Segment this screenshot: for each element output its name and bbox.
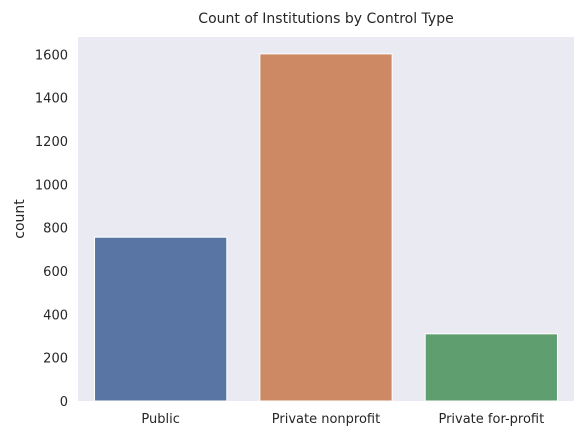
y-tick-label: 1600 — [35, 48, 68, 63]
y-tick-label: 400 — [43, 308, 68, 323]
bar-public — [94, 236, 228, 402]
bar-private-for-profit — [424, 333, 558, 402]
y-axis-label: count — [12, 199, 28, 239]
x-ticks-group: Public Private nonprofit Private for-profi… — [141, 412, 544, 427]
bar-private-nonprofit — [259, 53, 393, 402]
y-tick-label: 200 — [43, 352, 68, 367]
y-tick-label: 600 — [43, 265, 68, 280]
x-tick-label: Public — [141, 412, 179, 427]
y-tick-label: 1400 — [35, 92, 68, 107]
x-tick-label: Private for-profit — [438, 412, 544, 427]
chart-title: Count of Institutions by Control Type — [198, 11, 453, 27]
y-ticks-group: 0 200 400 600 800 1000 1200 1400 1600 — [35, 48, 68, 410]
y-tick-label: 800 — [43, 222, 68, 237]
y-tick-label: 1000 — [35, 178, 68, 193]
x-tick-label: Private nonprofit — [272, 412, 380, 427]
y-tick-label: 0 — [60, 395, 68, 410]
y-tick-label: 1200 — [35, 135, 68, 150]
bars-group — [94, 53, 558, 402]
